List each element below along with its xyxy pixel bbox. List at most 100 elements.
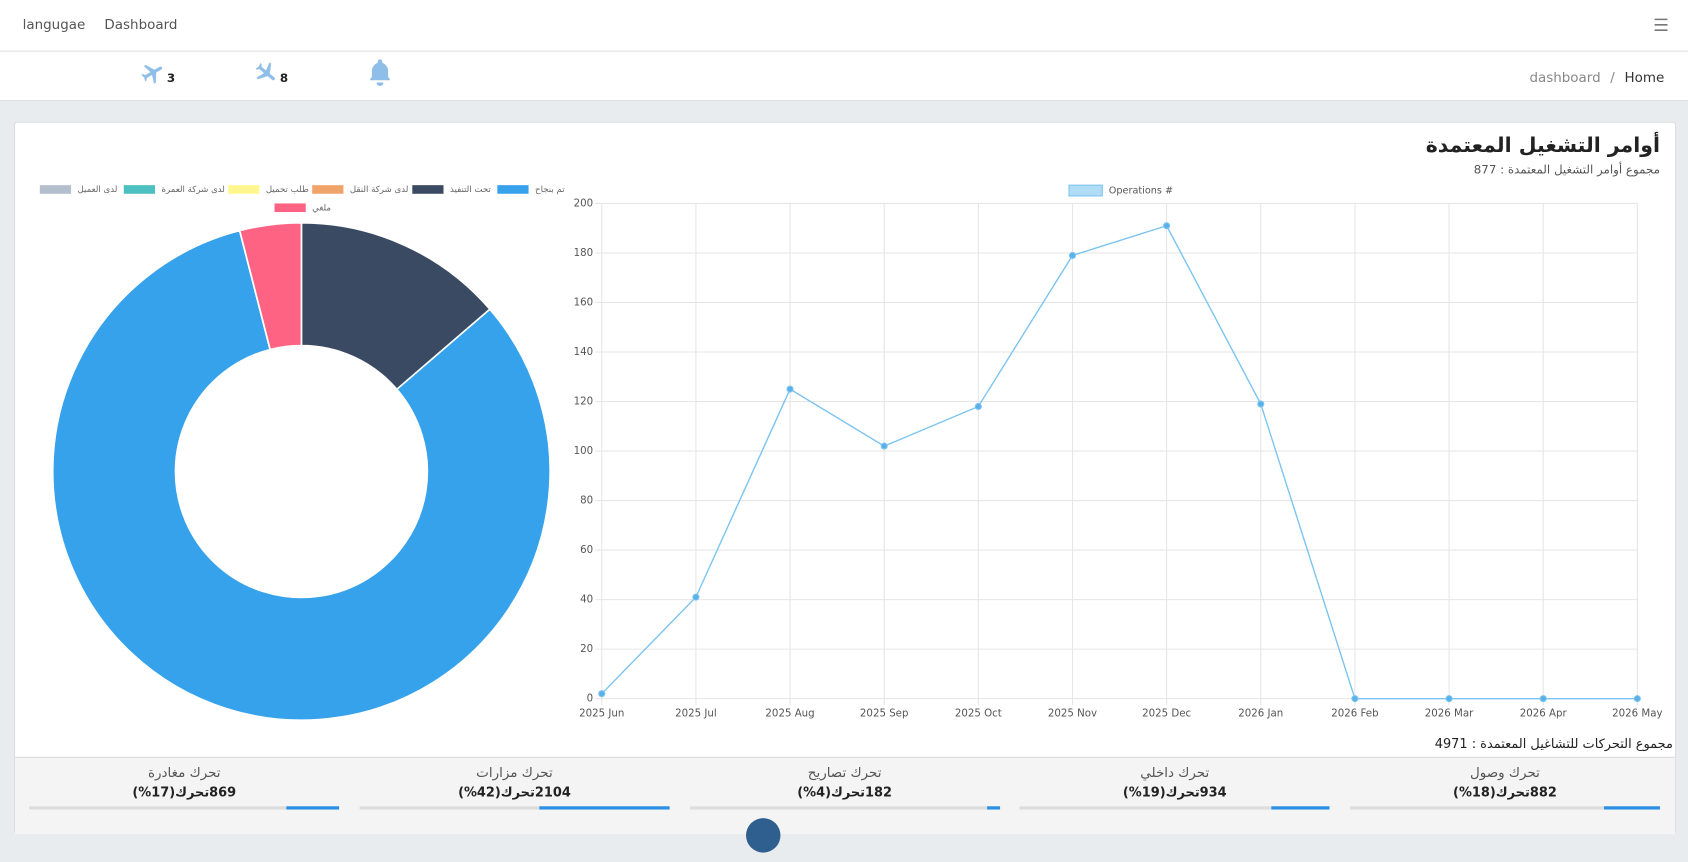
x-tick-label: 2026 Jan	[1238, 709, 1283, 720]
doughnut-segment	[238, 222, 303, 351]
y-tick-label: 0	[587, 694, 594, 705]
legend-swatch	[39, 185, 72, 194]
y-tick-label: 60	[580, 545, 593, 556]
point	[786, 385, 794, 393]
doughnut-chart: تحت التنفيذ تم بنجاح لدى شركة النقل طلب تحم…	[39, 185, 565, 721]
movement-stat: تحرك وصول 882تحرك(18%)	[1349, 764, 1660, 810]
x-tick-label: 2025 Nov	[1048, 709, 1097, 720]
y-tick-label: 100	[574, 446, 594, 457]
progress-track	[1349, 806, 1660, 810]
card-title: أوامر التشغيل المعتمدة	[1425, 133, 1660, 158]
scroll-badge	[746, 818, 781, 853]
movement-stat: تحرك مغادرة 869تحرك(17%)	[29, 764, 340, 810]
stat-label: تحرك تصاريح	[807, 764, 882, 781]
x-tick-label: 2026 Mar	[1425, 709, 1474, 720]
legend-label: لدى شركة النقل	[350, 185, 409, 195]
toolbar: 3 8 dashboard / Home	[0, 51, 1688, 102]
point	[1163, 222, 1171, 230]
legend-swatch	[412, 185, 444, 194]
stat-value: 882تحرك(18%)	[1453, 784, 1557, 800]
legend-label: لدى العميل	[78, 185, 118, 195]
movements-total: مجموع التحركات للتشاغيل المعتمدة : 4971	[1434, 736, 1673, 752]
x-tick-label: 2025 Sep	[860, 709, 909, 720]
progress-track	[1019, 806, 1330, 810]
stat-value: 869تحرك(17%)	[132, 784, 237, 800]
menu-toggle[interactable]	[1654, 17, 1669, 32]
x-tick-label: 2026 Apr	[1520, 709, 1568, 720]
doughnut-segment	[51, 229, 551, 721]
stat-label: تحرك مغادرة	[147, 764, 221, 781]
line-series	[601, 224, 1638, 700]
legend-label: تم بنجاح	[535, 185, 565, 195]
point	[598, 690, 606, 698]
y-tick-label: 140	[574, 347, 594, 358]
legend-swatch	[228, 185, 260, 194]
bell-icon[interactable]	[366, 57, 394, 87]
point	[1539, 695, 1547, 703]
point	[1445, 695, 1453, 703]
y-tick-label: 20	[580, 644, 593, 655]
x-tick-label: 2025 Jun	[579, 709, 624, 720]
progress-fill	[286, 806, 340, 810]
stat-label: تحرك مزارات	[476, 764, 553, 781]
movement-stat: تحرك تصاريح 182تحرك(4%)	[689, 764, 1000, 810]
stat-value: 2104تحرك(42%)	[458, 784, 571, 800]
separator: /	[1610, 68, 1615, 86]
point	[974, 402, 982, 411]
legend-swatch	[274, 203, 306, 213]
point	[1351, 695, 1359, 703]
legend-swatch	[123, 185, 156, 194]
point	[1068, 251, 1077, 260]
movements: تحرك وصول 882تحرك(18%) تحرك داخلي 934تحر…	[15, 756, 1676, 853]
y-tick-label: 80	[580, 496, 593, 507]
x-tick-label: 2025 Oct	[955, 709, 1002, 720]
navbar: langugae Dashboard	[0, 0, 1688, 52]
count: 3	[166, 71, 176, 86]
legend-swatch	[312, 185, 344, 194]
point	[1633, 695, 1641, 703]
point	[880, 442, 888, 450]
x-tick-label: 2025 Aug	[765, 709, 814, 720]
progress-track	[689, 806, 1000, 810]
nav-link[interactable]: langugae	[22, 16, 86, 33]
x-tick-label: 2026 May	[1612, 709, 1662, 720]
stat-value: 934تحرك(19%)	[1122, 784, 1227, 800]
movement-stat: تحرك داخلي 934تحرك(19%)	[1019, 764, 1330, 810]
y-tick-label: 40	[580, 595, 593, 606]
progress-fill	[987, 806, 1000, 810]
legend-label: لدى شركة العمرة	[161, 185, 224, 195]
stat-label: تحرك داخلي	[1140, 764, 1210, 781]
legend-label: ملغي	[312, 203, 331, 213]
plane-icon[interactable]	[140, 60, 166, 86]
progress-track	[359, 806, 670, 810]
x-tick-label: 2025 Jul	[675, 709, 717, 720]
count: 8	[279, 71, 289, 86]
y-tick-label: 180	[574, 248, 594, 259]
x-tick-label: 2025 Dec	[1142, 709, 1191, 720]
legend-label: طلب تحميل	[266, 185, 309, 195]
breadcrumb-current: Home	[1624, 68, 1665, 86]
card-subtitle: مجموع أوامر التشغيل المعتمدة : 877	[1473, 162, 1660, 177]
y-tick-label: 120	[574, 397, 594, 408]
progress-fill	[539, 806, 670, 810]
y-tick-label: 160	[574, 297, 594, 308]
card: أوامر التشغيل المعتمدة مجموع أوامر التشغ…	[13, 121, 1677, 853]
plane-icon[interactable]	[253, 60, 279, 86]
doughnut-segment	[300, 222, 491, 391]
progress-fill	[1270, 806, 1330, 810]
stat-label: تحرك وصول	[1469, 764, 1540, 781]
point	[692, 593, 700, 601]
breadcrumb-link[interactable]: dashboard	[1529, 68, 1601, 86]
progress-fill	[1604, 806, 1660, 810]
nav-link[interactable]: Dashboard	[104, 16, 178, 33]
stat-value: 182تحرك(4%)	[797, 784, 892, 800]
y-tick-label: 200	[574, 198, 594, 209]
legend-swatch	[1068, 184, 1103, 197]
point	[1257, 400, 1265, 408]
breadcrumb: dashboard / Home	[1529, 69, 1664, 85]
progress-track	[29, 806, 340, 810]
legend-label: تحت التنفيذ	[450, 185, 491, 195]
legend-swatch	[497, 185, 529, 194]
